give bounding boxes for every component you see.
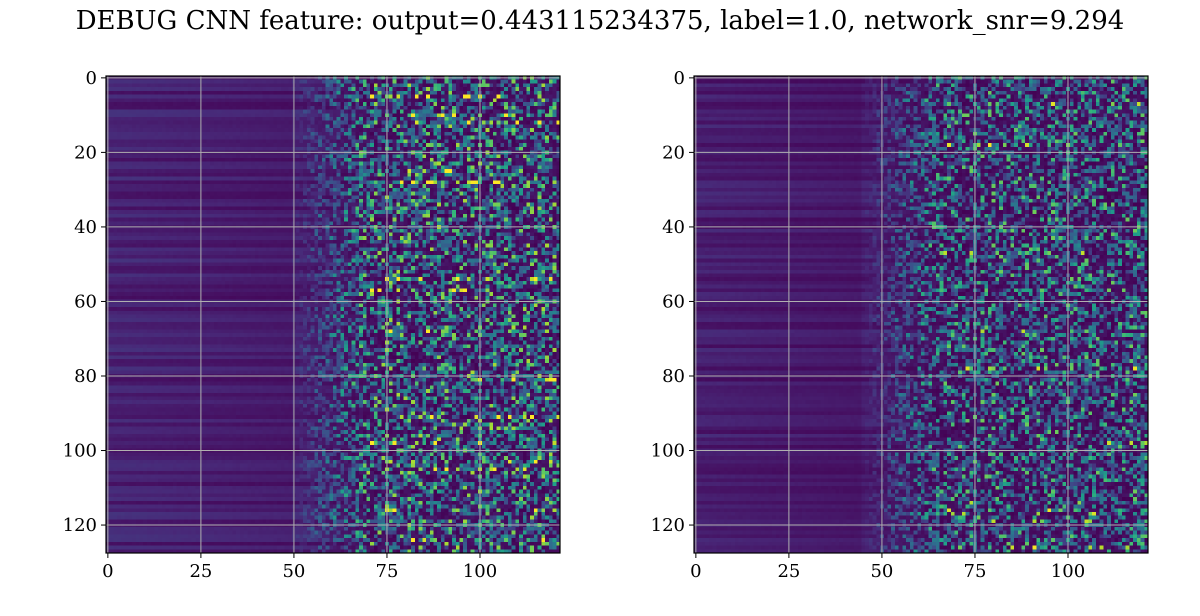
heatmap-image-right xyxy=(694,76,1148,553)
y-tick-label: 40 xyxy=(662,217,685,238)
y-tick-label: 80 xyxy=(662,366,685,387)
x-tick-label: 75 xyxy=(964,561,987,582)
heatmap-axes-right: 0 25 50 75 100 0 20 40 60 80 100 120 xyxy=(651,68,1149,582)
y-tick-label: 60 xyxy=(74,291,97,312)
y-tick-label: 100 xyxy=(651,441,685,462)
figure-title: DEBUG CNN feature: output=0.443115234375… xyxy=(75,6,1125,36)
y-tick-label: 60 xyxy=(662,291,685,312)
x-tick-label: 75 xyxy=(376,561,399,582)
x-tick-label: 25 xyxy=(189,561,212,582)
y-tick-label: 0 xyxy=(674,68,685,89)
y-tick-label: 100 xyxy=(63,441,97,462)
y-tick-label: 120 xyxy=(651,515,685,536)
y-tick-label: 0 xyxy=(86,68,97,89)
heatmap-axes-left: 0 25 50 75 100 0 20 40 60 80 100 120 xyxy=(63,68,561,582)
x-tick-label: 0 xyxy=(690,561,701,582)
y-tick-label: 120 xyxy=(63,515,97,536)
x-tick-label: 50 xyxy=(870,561,893,582)
heatmap-panel-right: 0 25 50 75 100 0 20 40 60 80 100 120 xyxy=(651,68,1149,582)
x-tick-label: 25 xyxy=(777,561,800,582)
axes-frame xyxy=(105,75,561,554)
axes-frame xyxy=(693,75,1149,554)
x-tick-label: 100 xyxy=(1051,561,1085,582)
x-tick-label: 50 xyxy=(282,561,305,582)
y-tick-label: 40 xyxy=(74,217,97,238)
heatmap-image-left xyxy=(106,76,560,553)
y-tick-label: 80 xyxy=(74,366,97,387)
heatmap-panel-left: 0 25 50 75 100 0 20 40 60 80 100 120 xyxy=(63,68,561,582)
x-tick-label: 100 xyxy=(463,561,497,582)
x-tick-label: 0 xyxy=(102,561,113,582)
y-tick-label: 20 xyxy=(662,142,685,163)
y-tick-label: 20 xyxy=(74,142,97,163)
